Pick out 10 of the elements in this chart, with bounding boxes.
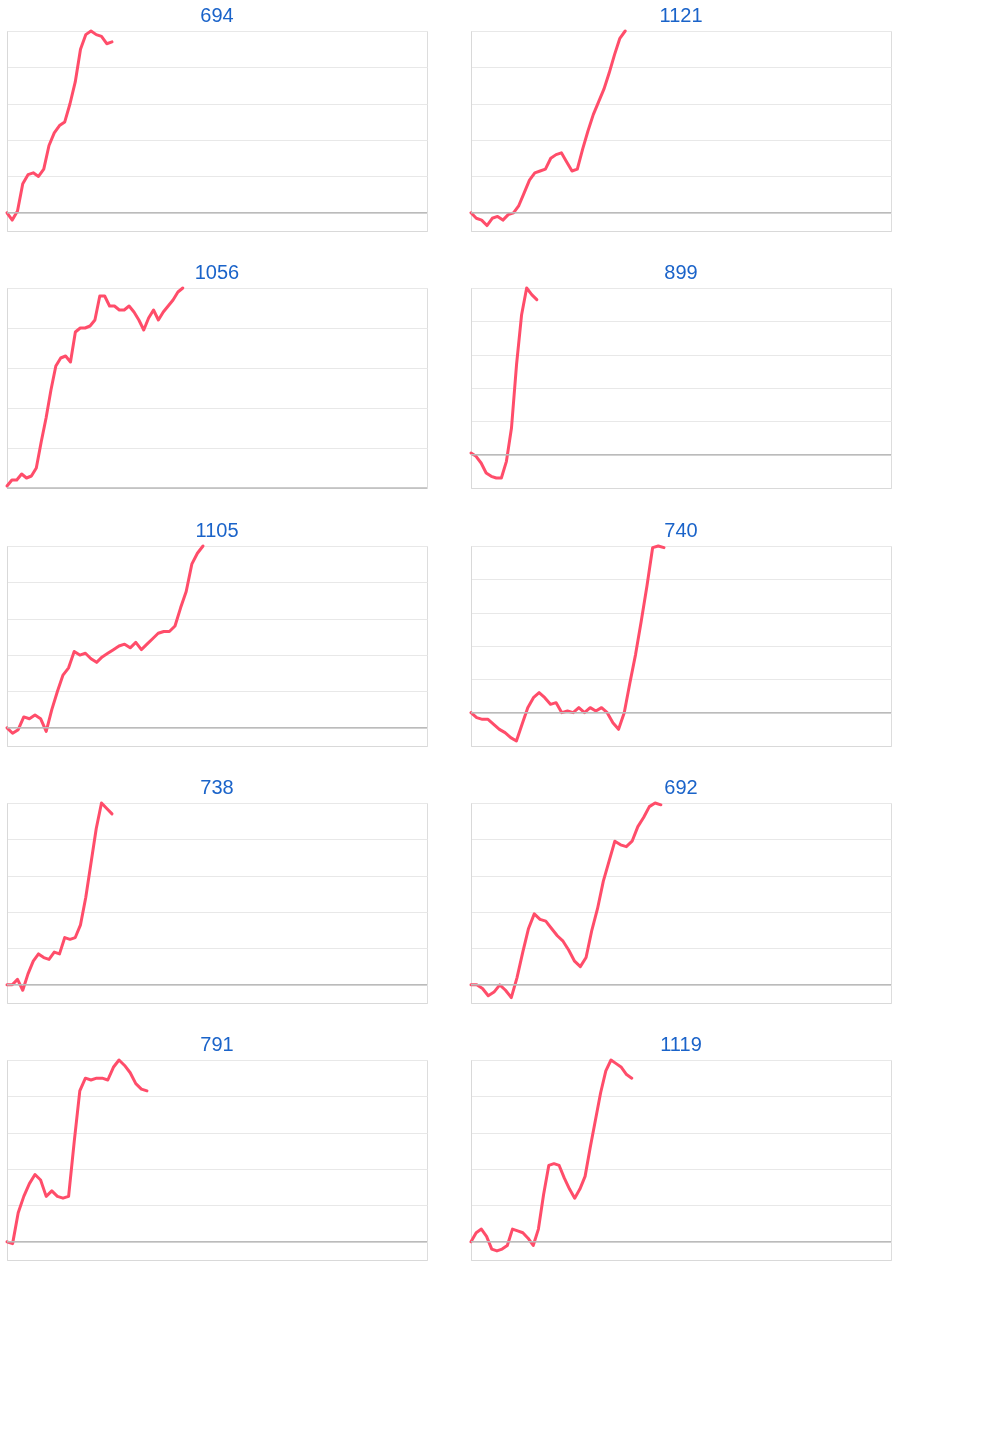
- chart-title: 899: [664, 260, 698, 283]
- chart-title: 738: [200, 775, 234, 798]
- chart-title: 740: [664, 518, 698, 541]
- chart-title: 1105: [195, 518, 239, 541]
- chart-title: 1119: [660, 1032, 702, 1055]
- chart-title: 692: [664, 775, 698, 798]
- chart-title: 694: [200, 3, 234, 26]
- chart-title: 1121: [659, 3, 703, 26]
- chart-title: 791: [200, 1032, 234, 1055]
- chart-title: 1056: [194, 260, 240, 283]
